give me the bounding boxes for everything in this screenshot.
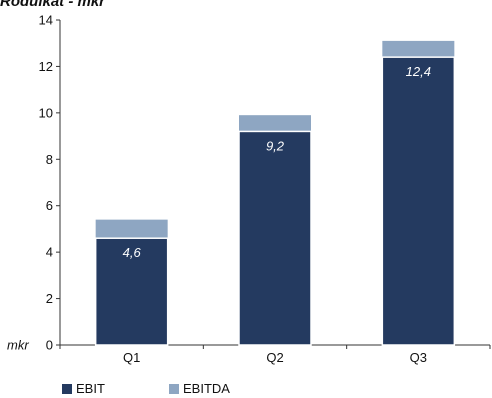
legend: EBIT EBITDA xyxy=(62,381,276,396)
y-unit-label: mkr xyxy=(7,338,29,353)
bar-ebit xyxy=(238,130,312,346)
chart-title: Rodulkat - mkr xyxy=(0,0,106,10)
bar-chart: 0 2 4 6 8 10 12 14 mkr Q1 Q2 Q3 4,6 9,2 12,4 xyxy=(7,13,491,365)
legend-item: EBITDA xyxy=(169,381,276,396)
data-label: 9,2 xyxy=(266,138,285,153)
data-label: 12,4 xyxy=(406,64,431,79)
y-tick-label: 12 xyxy=(39,59,53,74)
y-tick-label: 10 xyxy=(39,105,53,120)
y-tick-label: 8 xyxy=(46,152,53,167)
y-tick-label: 2 xyxy=(46,291,53,306)
y-tick-label: 4 xyxy=(46,245,53,260)
bar-ebit xyxy=(94,237,169,346)
legend-swatch xyxy=(169,383,179,394)
x-tick-label: Q1 xyxy=(123,350,140,365)
y-axis: 0 2 4 6 8 10 12 14 mkr xyxy=(7,13,61,353)
x-tick-label: Q3 xyxy=(410,350,427,365)
y-tick-label: 0 xyxy=(46,338,53,353)
bar-ebit xyxy=(381,56,456,346)
y-tick-label: 14 xyxy=(39,13,53,28)
legend-label: EBITDA xyxy=(183,381,230,396)
legend-label: EBIT xyxy=(76,381,105,396)
data-labels: 4,6 9,2 12,4 xyxy=(123,64,431,260)
data-label: 4,6 xyxy=(123,245,142,260)
x-axis: Q1 Q2 Q3 xyxy=(59,344,491,365)
legend-item: EBIT xyxy=(62,381,169,396)
legend-swatch xyxy=(62,383,72,394)
x-tick-label: Q2 xyxy=(266,350,283,365)
bars xyxy=(94,40,456,346)
y-tick-label: 6 xyxy=(46,198,53,213)
